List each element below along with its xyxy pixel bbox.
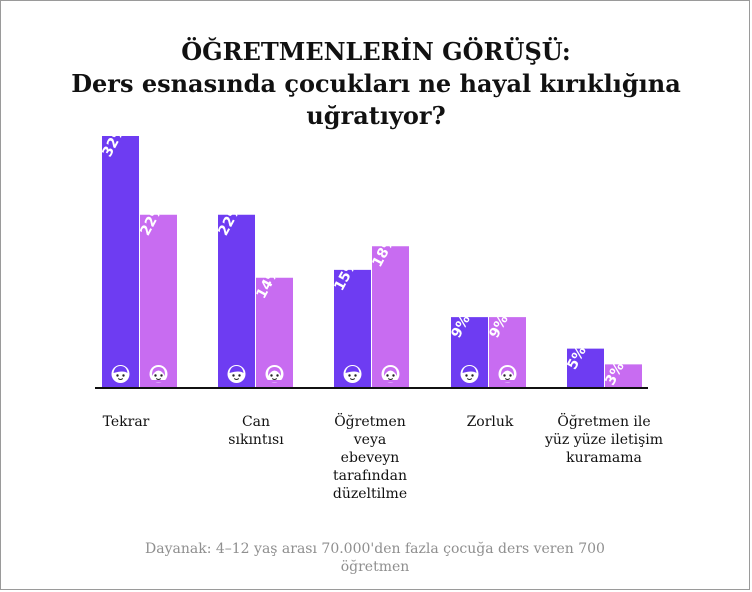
category-label: Öğretmen ile — [557, 412, 650, 430]
category-label: yüz yüze iletişim — [544, 432, 663, 448]
girl-face-icon — [149, 365, 168, 383]
bar-girl-0 — [140, 214, 177, 388]
bar-boy-0 — [102, 136, 139, 388]
girl-face-icon — [498, 365, 517, 383]
bar-boy-1 — [218, 214, 255, 388]
chart-title: ÖĞRETMENLERİN GÖRÜŞÜ: Ders esnasında çoc… — [0, 36, 752, 132]
boy-face-icon — [227, 365, 246, 383]
category-label: düzeltilme — [333, 486, 407, 502]
bar-girl-4 — [605, 364, 642, 388]
category-label: veya — [353, 432, 386, 448]
girl-face-icon — [381, 365, 400, 383]
boy-face-icon — [111, 365, 130, 383]
boy-face-icon — [460, 365, 479, 383]
bar-boy-4 — [567, 348, 604, 388]
category-label: Can — [242, 414, 270, 430]
category-label: Zorluk — [467, 414, 514, 430]
category-label: kuramama — [566, 450, 642, 466]
category-label: Tekrar — [103, 414, 150, 430]
girl-face-icon — [265, 365, 284, 383]
title-line-1: ÖĞRETMENLERİN GÖRÜŞÜ: — [181, 37, 571, 66]
category-label: sıkıntısı — [228, 432, 284, 448]
title-line-2: Ders esnasında çocukları ne hayal kırıkl… — [71, 69, 681, 98]
category-label: ebeveyn — [341, 450, 400, 466]
boy-face-icon — [343, 365, 362, 383]
category-label: tarafından — [333, 468, 407, 484]
bar-girl-2 — [372, 246, 409, 388]
source-note: Dayanak: 4–12 yaş arası 70.000'den fazla… — [145, 541, 605, 575]
title-line-3: uğratıyor? — [306, 101, 446, 130]
category-label: Öğretmen — [334, 412, 406, 430]
